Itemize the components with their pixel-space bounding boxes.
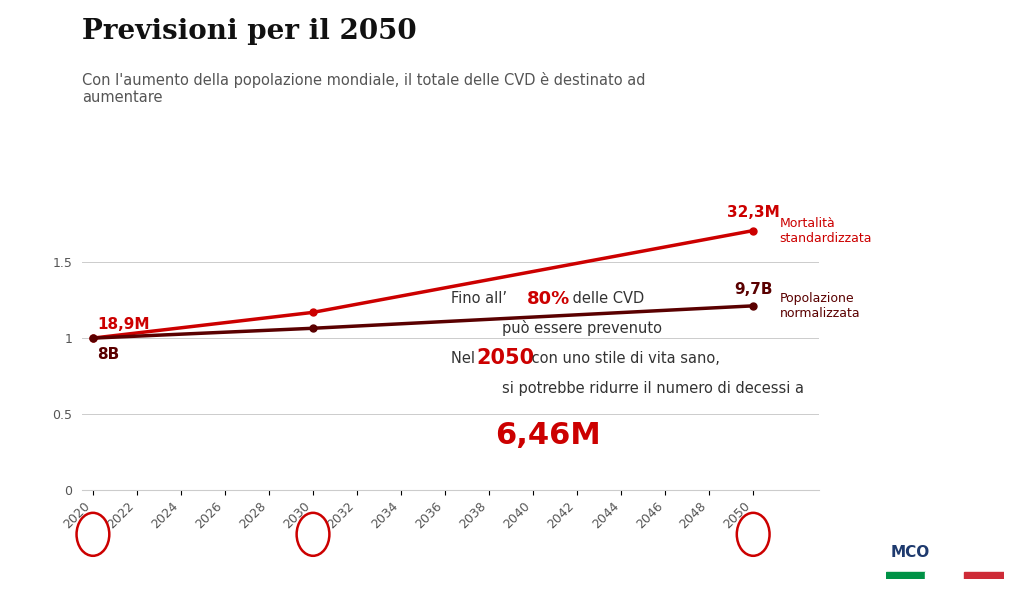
Text: Previsioni per il 2050: Previsioni per il 2050 — [82, 18, 417, 45]
Text: 18,9M: 18,9M — [97, 317, 150, 332]
Text: delle CVD: delle CVD — [568, 291, 644, 306]
Text: 2050: 2050 — [476, 348, 535, 368]
Text: 80%: 80% — [527, 290, 570, 307]
Bar — [886, 534, 935, 573]
Text: può essere prevenuto: può essere prevenuto — [502, 321, 662, 336]
Text: Con l'aumento della popolazione mondiale, il totale delle CVD è destinato ad
aum: Con l'aumento della popolazione mondiale… — [82, 72, 645, 105]
Text: 8B: 8B — [97, 347, 120, 362]
Text: 9,7B: 9,7B — [734, 282, 772, 297]
Text: Mortalità
standardizzata: Mortalità standardizzata — [779, 217, 872, 245]
Text: REPORT: REPORT — [943, 546, 998, 559]
Text: Popolazione
normalizzata: Popolazione normalizzata — [779, 292, 860, 320]
Text: 32,3M: 32,3M — [727, 205, 779, 220]
Text: Nel: Nel — [451, 350, 479, 366]
Bar — [965, 573, 1004, 579]
Bar — [886, 573, 925, 579]
Text: si potrebbe ridurre il numero di decessi a: si potrebbe ridurre il numero di decessi… — [502, 380, 804, 396]
Text: con uno stile di vita sano,: con uno stile di vita sano, — [527, 350, 720, 366]
Text: Fino all’: Fino all’ — [451, 291, 511, 306]
Text: MCO: MCO — [891, 544, 930, 560]
Bar — [925, 573, 965, 579]
Text: 6,46M: 6,46M — [495, 421, 601, 450]
